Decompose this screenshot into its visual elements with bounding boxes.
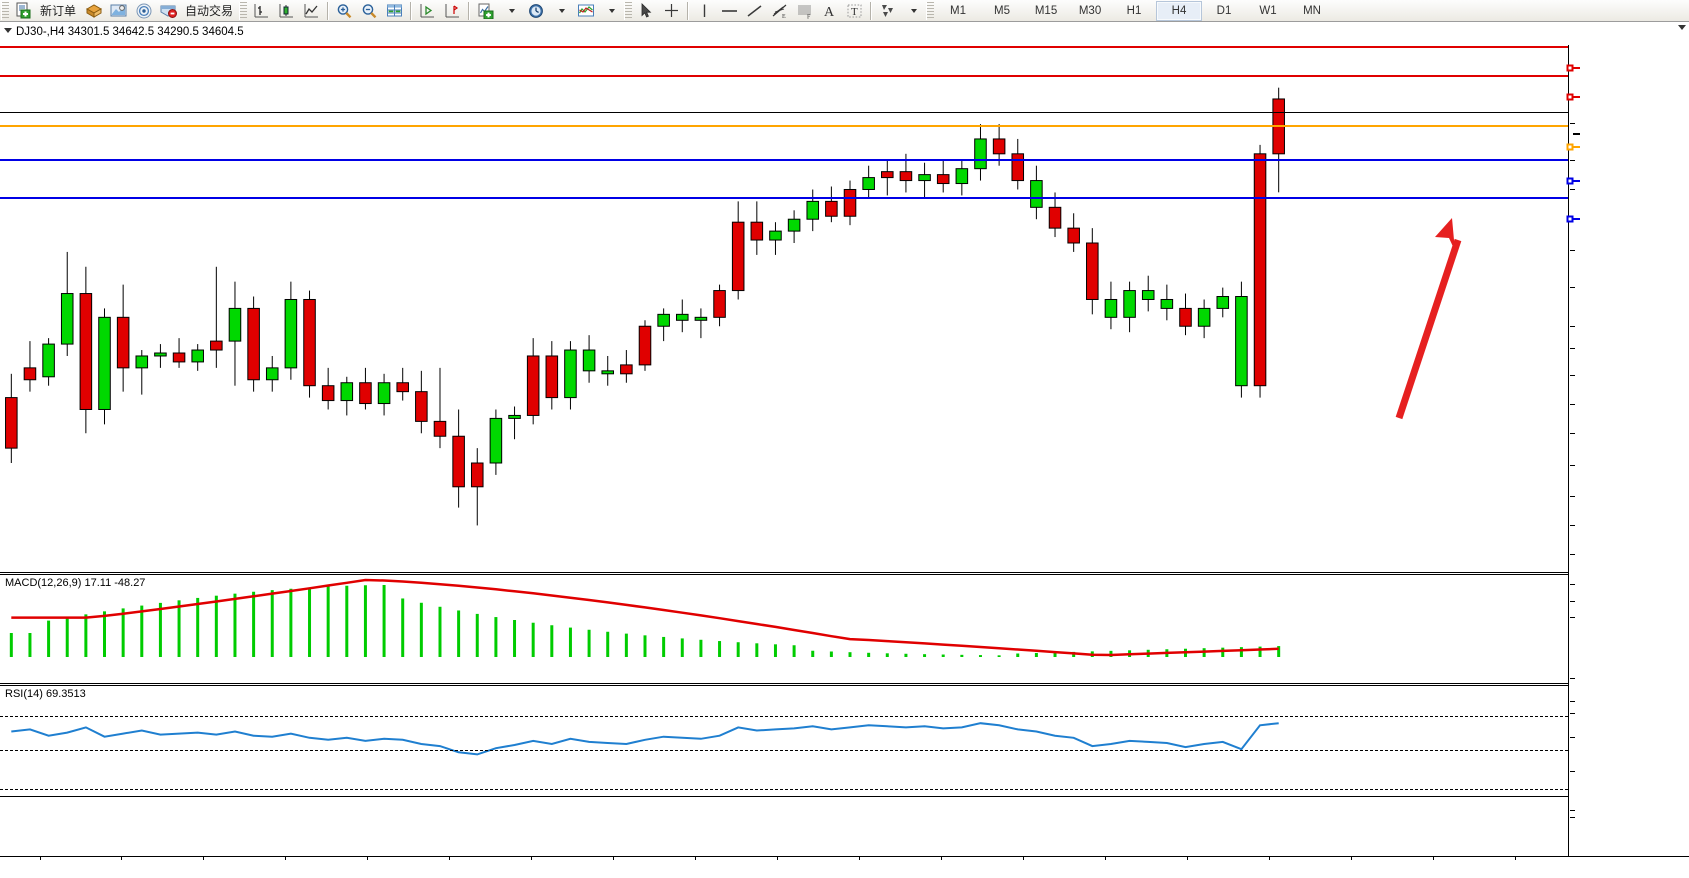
expert-advisors-icon[interactable] <box>81 1 106 21</box>
chart-menu-arrow-icon[interactable] <box>1678 25 1686 30</box>
fibo-icon[interactable]: E <box>767 1 792 21</box>
timeframe-button-h4[interactable]: H4 <box>1156 0 1203 21</box>
auto-scroll-icon[interactable] <box>415 1 440 21</box>
level-drag-handle[interactable] <box>1566 177 1574 185</box>
toolbar-grip-3[interactable] <box>624 1 633 20</box>
timeframe-button-m5[interactable]: M5 <box>994 4 1011 17</box>
zoom-out-icon[interactable] <box>357 1 382 21</box>
new-order-icon[interactable] <box>11 1 36 21</box>
timeframe-button-m1[interactable]: M1 <box>950 4 967 17</box>
rsi-label: RSI(14) 69.3513 <box>5 688 86 700</box>
horizontal-line-icon[interactable] <box>717 1 742 21</box>
price-level-tag-blue[interactable] <box>1573 218 1580 220</box>
macd-plot[interactable] <box>0 575 1568 683</box>
price-level-tag-blue[interactable] <box>1573 180 1580 182</box>
level-drag-handle[interactable] <box>1566 64 1574 72</box>
data-window-icon[interactable] <box>106 1 131 21</box>
rsi-threshold-line <box>0 789 1568 790</box>
cursor-icon[interactable] <box>634 1 659 21</box>
level-drag-handle[interactable] <box>1566 93 1574 101</box>
macd-label: MACD(12,26,9) 17.11 -48.27 <box>5 577 146 589</box>
collapse-arrow-icon[interactable] <box>4 28 12 33</box>
chart-container: DJ30-,H4 34301.5 34642.5 34290.5 34604.5… <box>0 22 1689 878</box>
indicators-icon[interactable] <box>473 1 498 21</box>
level-drag-handle[interactable] <box>1566 215 1574 223</box>
svg-text:E: E <box>782 14 786 19</box>
grid-icon[interactable] <box>382 1 407 21</box>
period-icon[interactable] <box>523 1 548 21</box>
toolbar-separator-5 <box>870 1 873 20</box>
svg-text:F: F <box>807 14 811 19</box>
level-line-resistance-upper[interactable] <box>0 46 1568 48</box>
shapes-icon[interactable] <box>875 1 900 21</box>
toolbar-separator-2 <box>410 1 413 20</box>
chart-shift-icon[interactable] <box>440 1 465 21</box>
rsi-threshold-line <box>0 750 1568 751</box>
time-axis[interactable] <box>0 856 1689 878</box>
toolbar-separator-1 <box>327 1 330 20</box>
period-dropdown-arrow[interactable] <box>548 1 573 21</box>
price-level-tag-red[interactable] <box>1573 67 1580 69</box>
bar-chart-icon[interactable] <box>249 1 274 21</box>
rsi-plot[interactable] <box>0 686 1568 796</box>
zoom-in-icon[interactable] <box>332 1 357 21</box>
signals-icon[interactable] <box>131 1 156 21</box>
level-line-last-price[interactable] <box>0 112 1568 113</box>
timeframe-button-group: M1 M5 M15 M30 H1 H4 D1 W1 MN <box>936 0 1334 21</box>
main-price-pane[interactable]: DJ30-,H4 34301.5 34642.5 34290.5 34604.5 <box>0 23 1689 573</box>
auto-trading-label: 自动交易 <box>185 4 234 18</box>
level-line-support-lower[interactable] <box>0 197 1568 199</box>
toolbar-separator-4 <box>687 1 690 20</box>
candlestick-chart-icon[interactable] <box>274 1 299 21</box>
timeframe-button-m30[interactable]: M30 <box>1078 4 1102 17</box>
templates-icon[interactable] <box>573 1 598 21</box>
market-watch-icon[interactable] <box>156 1 181 21</box>
vertical-line-icon[interactable] <box>692 1 717 21</box>
rsi-pane[interactable]: RSI(14) 69.3513 <box>0 685 1689 797</box>
toolbar-grip-1[interactable] <box>1 1 9 20</box>
price-level-tag-red[interactable] <box>1573 96 1580 98</box>
rsi-threshold-line <box>0 716 1568 717</box>
svg-text:T: T <box>851 6 858 18</box>
new-order-label: 新订单 <box>40 4 77 18</box>
price-axis[interactable] <box>1566 45 1689 856</box>
candlestick-series <box>5 87 1285 526</box>
main-toolbar: 新订单 自动交易 <box>0 0 1689 22</box>
timeframe-button-w1[interactable]: W1 <box>1259 4 1277 17</box>
indicators-dropdown-arrow[interactable] <box>498 1 523 21</box>
svg-text:A: A <box>824 5 835 19</box>
fibo-fan-icon[interactable]: F <box>792 1 817 21</box>
line-chart-icon[interactable] <box>299 1 324 21</box>
symbol-info-label: DJ30-,H4 34301.5 34642.5 34290.5 34604.5 <box>16 26 244 38</box>
timeframe-button-m15[interactable]: M15 <box>1034 4 1058 17</box>
price-level-tag-orange[interactable] <box>1573 146 1580 148</box>
toolbar-separator-3 <box>468 1 471 20</box>
trendline-icon[interactable] <box>742 1 767 21</box>
timeframe-button-mn[interactable]: MN <box>1303 4 1321 17</box>
rsi-series <box>11 722 1279 756</box>
macd-series <box>9 578 1281 657</box>
text-label-icon[interactable]: T <box>842 1 867 21</box>
price-level-tag-black[interactable] <box>1573 133 1580 135</box>
toolbar-grip-2[interactable] <box>239 1 248 20</box>
level-line-pivot[interactable] <box>0 125 1568 127</box>
price-plot[interactable] <box>0 23 1568 572</box>
timeframe-button-d1[interactable]: D1 <box>1216 4 1232 17</box>
level-line-resistance-lower[interactable] <box>0 75 1568 77</box>
level-drag-handle[interactable] <box>1566 143 1574 151</box>
level-line-support-upper[interactable] <box>0 159 1568 161</box>
toolbar-grip-4[interactable] <box>926 1 935 20</box>
new-order-button[interactable]: 新订单 <box>36 1 81 21</box>
timeframe-button-h1[interactable]: H1 <box>1126 4 1142 17</box>
auto-trading-button[interactable]: 自动交易 <box>181 1 238 21</box>
macd-pane[interactable]: MACD(12,26,9) 17.11 -48.27 <box>0 574 1689 684</box>
templates-dropdown-arrow[interactable] <box>598 1 623 21</box>
text-icon[interactable]: A <box>817 1 842 21</box>
shapes-dropdown-arrow[interactable] <box>900 1 925 21</box>
crosshair-icon[interactable] <box>659 1 684 21</box>
